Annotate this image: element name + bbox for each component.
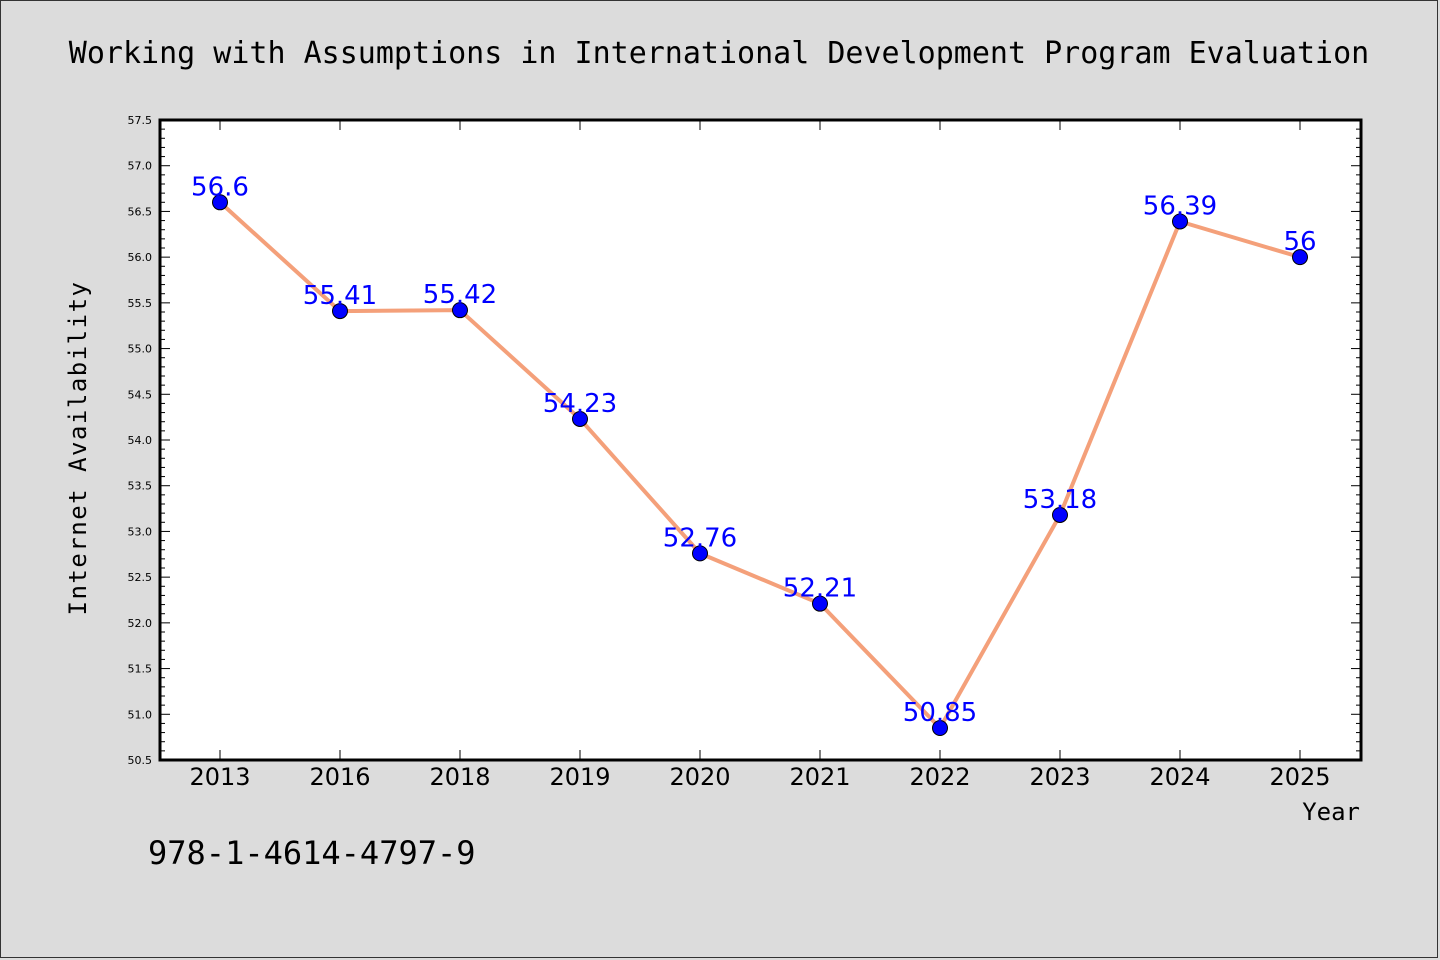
data-label: 50.85 bbox=[903, 698, 977, 728]
data-label: 52.76 bbox=[663, 523, 737, 553]
x-tick-label: 2021 bbox=[789, 763, 850, 791]
y-tick-label: 54.5 bbox=[128, 388, 153, 401]
x-tick-label: 2024 bbox=[1149, 763, 1210, 791]
data-point bbox=[1052, 506, 1068, 523]
data-point bbox=[332, 303, 348, 320]
data-point bbox=[452, 302, 468, 319]
data-label: 56.39 bbox=[1143, 191, 1217, 221]
x-tick-label: 2022 bbox=[909, 763, 970, 791]
data-label: 55.41 bbox=[303, 281, 377, 311]
plot-area bbox=[158, 118, 1363, 762]
x-axis-label: Year bbox=[1302, 798, 1360, 826]
y-tick-label: 51.5 bbox=[128, 663, 153, 676]
x-tick-label: 2020 bbox=[669, 763, 730, 791]
data-point bbox=[692, 545, 708, 562]
data-label: 52.21 bbox=[783, 574, 857, 604]
data-label: 56.6 bbox=[191, 172, 249, 202]
y-tick-label: 50.5 bbox=[128, 754, 153, 767]
data-point bbox=[932, 720, 948, 736]
y-tick-label: 55.5 bbox=[128, 297, 153, 310]
x-tick-label: 2019 bbox=[549, 763, 610, 791]
y-tick-label: 55.0 bbox=[128, 343, 153, 356]
data-point bbox=[572, 410, 588, 427]
y-tick-label: 56.5 bbox=[128, 205, 153, 218]
series-line-group: 56.6 55.41 55.42 54.23 52.76 52.21 50.85 53.18 5… bbox=[191, 172, 1317, 736]
x-axis: 2013 2016 2018 2019 2020 2021 2022 2023 2024 2025 bbox=[189, 120, 1331, 791]
y-tick-label: 57.5 bbox=[128, 114, 153, 127]
x-tick-label: 2016 bbox=[309, 763, 370, 791]
y-tick-label: 53.5 bbox=[128, 480, 153, 493]
footer-code: 978-1-4614-4797-9 bbox=[148, 834, 476, 872]
series-line bbox=[218, 200, 1301, 730]
y-tick-label: 53.0 bbox=[128, 525, 153, 538]
y-tick-label: 51.0 bbox=[128, 708, 153, 721]
data-label: 54.23 bbox=[543, 389, 617, 419]
x-tick-label: 2025 bbox=[1269, 763, 1330, 791]
y-axis-label: Internet Availability bbox=[64, 281, 92, 616]
data-point bbox=[1172, 213, 1188, 230]
data-point bbox=[212, 194, 228, 211]
x-tick-label: 2018 bbox=[429, 763, 490, 791]
data-point bbox=[812, 595, 828, 612]
data-label: 55.42 bbox=[423, 280, 497, 310]
data-point bbox=[1292, 249, 1308, 266]
y-tick-label: 54.0 bbox=[128, 434, 153, 447]
y-axis: 50.5 51.0 51.5 52.0 52.5 53.0 53.5 54.0 54.5 55.0… bbox=[128, 114, 1361, 767]
data-label: 56 bbox=[1283, 227, 1316, 257]
x-tick-label: 2013 bbox=[189, 763, 250, 791]
y-tick-label: 56.0 bbox=[128, 251, 153, 264]
data-label: 53.18 bbox=[1023, 485, 1097, 515]
y-tick-label: 52.5 bbox=[128, 571, 153, 584]
chart-title: Working with Assumptions in Internationa… bbox=[69, 36, 1369, 71]
y-tick-label: 57.0 bbox=[128, 160, 153, 173]
x-tick-label: 2023 bbox=[1029, 763, 1090, 791]
y-tick-label: 52.0 bbox=[128, 617, 153, 630]
